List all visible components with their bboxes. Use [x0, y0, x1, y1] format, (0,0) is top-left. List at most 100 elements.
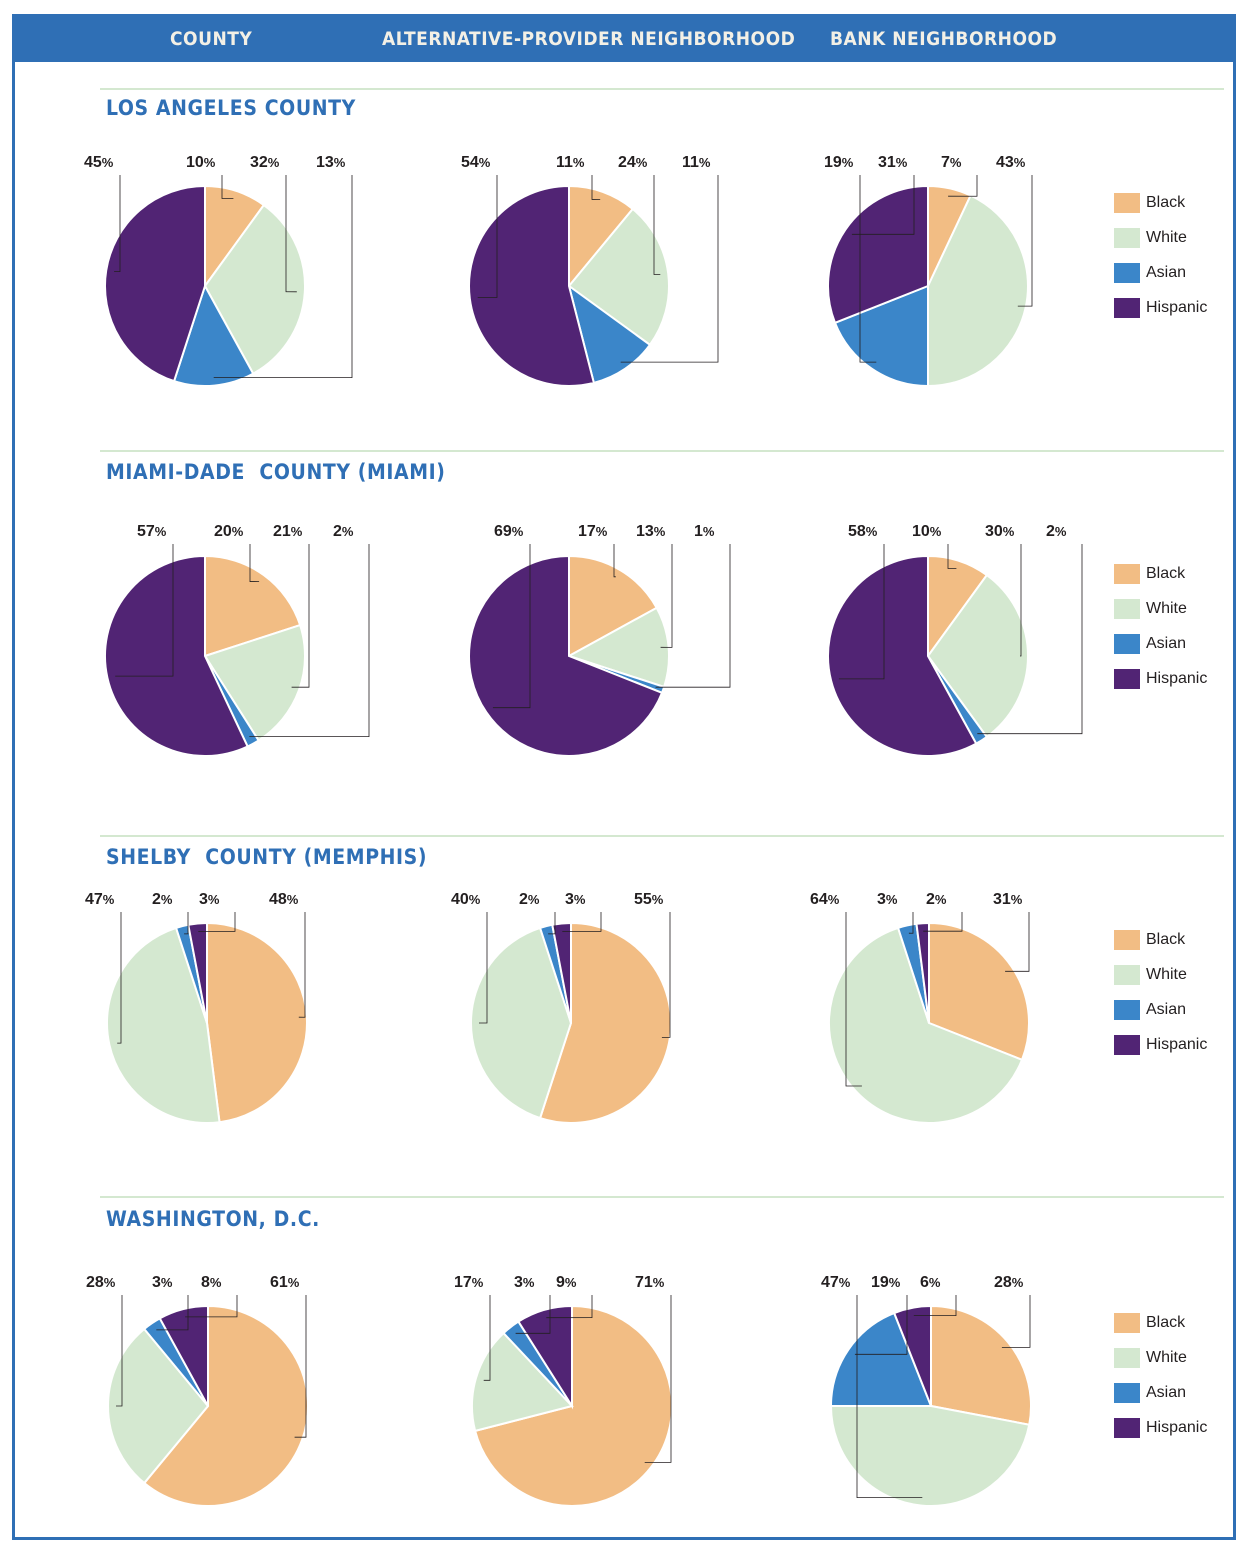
leader-line-hispanic	[185, 1295, 238, 1318]
pct-label-hispanic: 58%	[848, 523, 878, 540]
legend-label: White	[1146, 599, 1187, 617]
leader-line-hispanic	[115, 544, 174, 677]
pct-label-white: 24%	[618, 154, 648, 171]
leader-line-white	[653, 175, 661, 275]
pie-slice-white	[829, 1405, 1031, 1508]
pie-slice-white	[828, 926, 1024, 1124]
legend-swatch-hispanic	[1114, 668, 1140, 689]
legend-item-white: White	[1114, 1340, 1244, 1375]
leader-line-asian	[859, 175, 877, 363]
leader-line-asian	[213, 175, 353, 379]
pct-label-black: 31%	[993, 891, 1023, 908]
leader-line-hispanic	[838, 544, 885, 680]
pie-slice-hispanic	[827, 184, 929, 325]
pie-slice-black	[142, 1304, 309, 1507]
pie-slice-asian	[567, 283, 652, 385]
leader-line-asian	[620, 175, 719, 363]
leader-line-asian	[249, 544, 370, 738]
section-divider	[100, 835, 1224, 837]
leader-line-white	[856, 1295, 923, 1498]
pie-slice-asian	[829, 1311, 933, 1407]
pct-label-white: 32%	[250, 154, 280, 171]
legend-label: Asian	[1146, 634, 1187, 652]
legend-swatch-black	[1114, 1312, 1140, 1333]
pct-label-hispanic: 6%	[920, 1274, 941, 1291]
pie-slice-hispanic	[827, 554, 978, 757]
chart-legend: Black White Asian Hispanic	[1114, 556, 1244, 696]
legend-item-white: White	[1114, 220, 1244, 255]
pct-label-black: 7%	[941, 154, 962, 171]
leader-line-white	[660, 544, 673, 648]
leader-line-white	[291, 544, 310, 688]
pct-label-white: 43%	[996, 154, 1026, 171]
pie-slice-black	[206, 921, 308, 1124]
legend-item-black: Black	[1114, 922, 1244, 957]
chart-legend: Black White Asian Hispanic	[1114, 1305, 1244, 1445]
leader-line-white	[483, 1295, 491, 1381]
legend-swatch-asian	[1114, 633, 1140, 654]
pct-label-white: 30%	[985, 523, 1015, 540]
pct-label-asian: 19%	[824, 154, 854, 171]
leader-line-asian	[908, 912, 914, 934]
pie-slice-black	[204, 554, 302, 658]
pie-slice-hispanic	[468, 554, 664, 757]
section-title-miami-dade: MIAMI-DADE COUNTY (MIAMI)	[106, 460, 446, 484]
pie-slice-black	[568, 184, 635, 289]
pct-label-black: 61%	[270, 1274, 300, 1291]
section-title-los-angeles: LOS ANGELES COUNTY	[106, 96, 356, 120]
section-divider	[100, 450, 1224, 452]
pct-label-hispanic: 2%	[926, 891, 947, 908]
legend-swatch-hispanic	[1114, 297, 1140, 318]
pct-label-black: 55%	[634, 891, 664, 908]
pie-slice-white	[107, 1327, 210, 1485]
leader-line-hispanic	[913, 1295, 957, 1317]
legend-label: Asian	[1146, 1000, 1187, 1018]
pct-label-asian: 1%	[694, 523, 715, 540]
legend-swatch-white	[1114, 964, 1140, 985]
column-header-county: COUNTY	[170, 28, 253, 50]
pie-slice-white	[567, 207, 670, 347]
pct-label-hispanic: 31%	[878, 154, 908, 171]
column-header-alt-provider: ALTERNATIVE-PROVIDER NEIGHBORHOOD	[382, 28, 796, 50]
legend-swatch-white	[1114, 227, 1140, 248]
section-divider	[100, 88, 1224, 90]
legend-swatch-hispanic	[1114, 1417, 1140, 1438]
pct-label-white: 28%	[86, 1274, 116, 1291]
pct-label-asian: 19%	[871, 1274, 901, 1291]
legend-swatch-black	[1114, 929, 1140, 950]
leader-line-black	[948, 175, 978, 197]
leader-line-black	[221, 175, 234, 199]
legend-item-hispanic: Hispanic	[1114, 1410, 1244, 1445]
pct-label-hispanic: 8%	[201, 1274, 222, 1291]
legend-label: Black	[1146, 564, 1186, 582]
legend-label: Asian	[1146, 1383, 1187, 1401]
pie-slice-black	[930, 1304, 1032, 1426]
pie-slice-hispanic	[517, 1304, 573, 1410]
leader-line-asian	[156, 1295, 189, 1331]
pie-slice-black	[473, 1304, 673, 1507]
pie-slice-black	[568, 554, 658, 658]
leader-line-black	[1001, 1295, 1031, 1348]
leader-line-hispanic	[851, 175, 915, 235]
leader-line-white	[1020, 544, 1022, 657]
leader-line-asian	[548, 912, 556, 935]
pct-label-black: 28%	[994, 1274, 1024, 1291]
leader-line-hispanic	[562, 912, 602, 932]
section-divider	[100, 1196, 1224, 1198]
pct-label-asian: 2%	[1046, 523, 1067, 540]
legend-swatch-hispanic	[1114, 1034, 1140, 1055]
section-title-shelby: SHELBY COUNTY (MEMPHIS)	[106, 845, 428, 869]
pct-label-hispanic: 57%	[137, 523, 167, 540]
pie-slice-white	[203, 203, 306, 375]
pie-slice-white	[927, 194, 1029, 388]
leader-line-white	[479, 912, 488, 1024]
leader-line-white	[116, 1295, 123, 1407]
pct-label-black: 11%	[556, 154, 585, 171]
legend-item-asian: Asian	[1114, 992, 1244, 1027]
pct-label-white: 64%	[810, 891, 840, 908]
legend-label: Asian	[1146, 263, 1187, 281]
legend-label: Hispanic	[1146, 669, 1208, 687]
pct-label-white: 13%	[636, 523, 666, 540]
legend-label: White	[1146, 1348, 1187, 1366]
legend-label: Black	[1146, 930, 1186, 948]
